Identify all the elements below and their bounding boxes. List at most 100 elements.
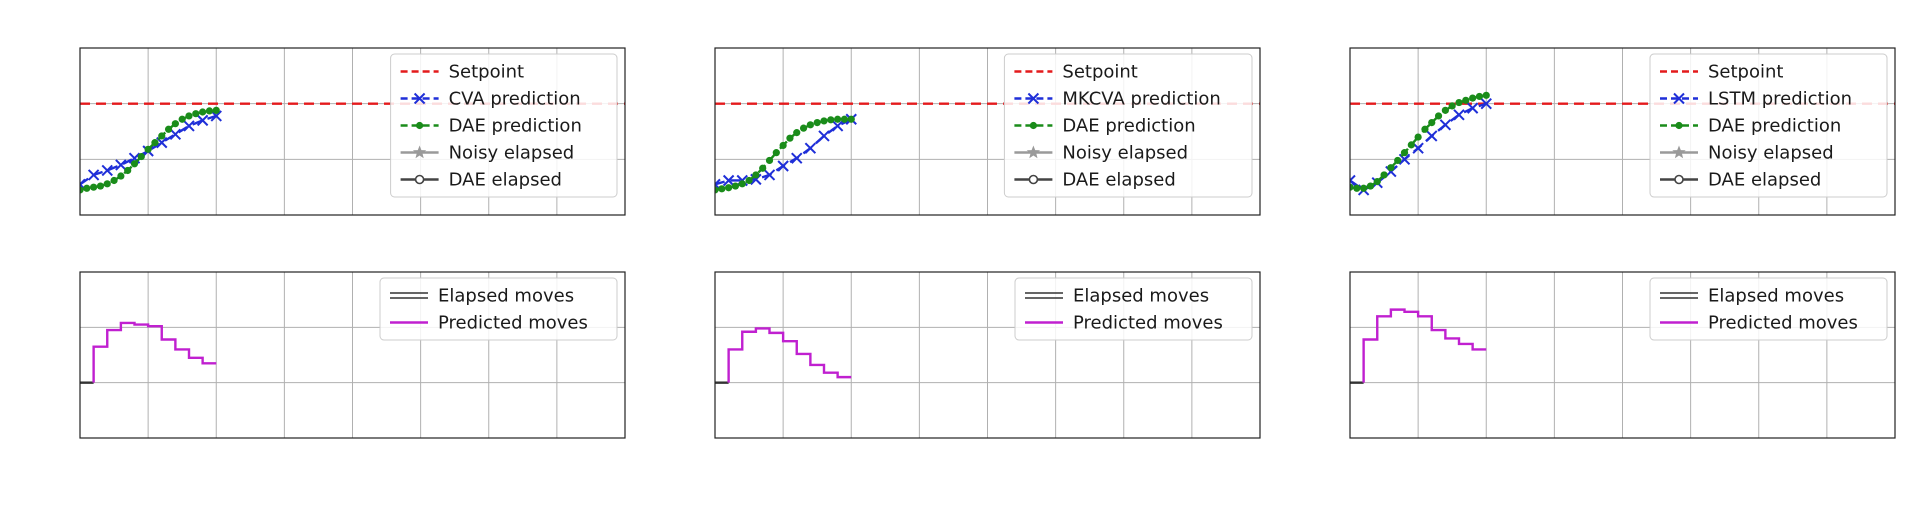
data-point: [1482, 91, 1490, 99]
data-point: [738, 180, 746, 188]
data-point: [1407, 141, 1415, 149]
legend-marker: [414, 174, 425, 185]
chart-panel-bottom-left: Elapsed moves Predicted moves: [79, 271, 626, 439]
legend: Elapsed moves Predicted moves: [1649, 277, 1888, 341]
chart-panel-bottom-right: Elapsed moves Predicted moves: [1349, 271, 1896, 439]
data-point: [725, 184, 733, 192]
chart-panel-top-middle: Setpoint MKCVA prediction DAE prediction No…: [714, 47, 1261, 216]
data-point: [183, 120, 195, 132]
legend-label: Predicted moves: [1708, 313, 1858, 334]
series-line-1: [80, 114, 217, 186]
data-point: [847, 115, 855, 123]
data-point: [96, 182, 105, 190]
legend-box: [1014, 277, 1253, 341]
data-point: [799, 124, 808, 132]
chart-panel-top-right: Setpoint LSTM prediction DAE prediction Noi…: [1349, 47, 1896, 216]
data-point: [212, 106, 220, 114]
legend-box: [1649, 277, 1888, 341]
legend-label: Elapsed moves: [1073, 286, 1209, 307]
data-point: [1466, 102, 1479, 114]
chart-panel-top-left: Setpoint CVA prediction DAE prediction Nois…: [79, 47, 626, 216]
chart-panel-bottom-middle: Elapsed moves Predicted moves: [714, 271, 1261, 439]
data-point: [715, 178, 721, 191]
data-point: [777, 160, 789, 172]
data-point: [171, 120, 179, 128]
data-point: [83, 184, 91, 192]
legend-marker: [1674, 174, 1684, 185]
data-point: [169, 128, 182, 140]
legend-label: DAE elapsed: [1062, 170, 1175, 191]
data-point: [831, 120, 844, 132]
legend-marker: [1673, 92, 1685, 105]
series-line-1: [1362, 308, 1487, 383]
data-point: [124, 166, 132, 175]
legend-label: Setpoint: [1708, 62, 1783, 83]
data-point: [763, 169, 776, 181]
legend-label: LSTM prediction: [1708, 89, 1852, 110]
legend-box: [1003, 53, 1253, 198]
legend-label: Elapsed moves: [438, 286, 574, 307]
data-point: [759, 164, 767, 172]
data-point: [1448, 102, 1456, 110]
data-point: [1426, 130, 1438, 142]
plot-frame: [1349, 47, 1896, 216]
data-point: [1353, 184, 1361, 192]
data-point: [813, 118, 821, 127]
legend-label: DAE prediction: [449, 116, 582, 137]
data-point: [786, 134, 794, 142]
legend-marker: [1026, 145, 1041, 159]
legend-label: DAE elapsed: [449, 170, 562, 191]
data-point: [791, 152, 803, 164]
legend-label: DAE elapsed: [1708, 170, 1821, 191]
legend-marker: [1027, 92, 1040, 105]
plot-frame: [714, 47, 1261, 216]
legend-box: [390, 53, 618, 198]
data-point: [1380, 171, 1388, 179]
data-point: [820, 117, 828, 125]
legend-label: MKCVA prediction: [1062, 89, 1220, 110]
data-point: [1453, 109, 1465, 121]
data-point: [1462, 96, 1470, 104]
series-group: [80, 321, 217, 384]
legend-marker: [1675, 121, 1683, 130]
data-point: [1469, 94, 1477, 102]
data-point: [1400, 149, 1409, 157]
legend-label: DAE prediction: [1708, 116, 1841, 137]
data-point: [745, 176, 753, 185]
data-point: [1441, 106, 1449, 114]
data-point: [151, 139, 159, 147]
data-point: [1350, 183, 1354, 191]
data-point: [1366, 182, 1375, 190]
legend-label: Noisy elapsed: [449, 143, 575, 164]
plot-frame: [714, 271, 1261, 439]
data-point: [192, 110, 200, 118]
data-point: [115, 159, 127, 171]
data-point: [137, 152, 145, 161]
series-group: [715, 327, 852, 384]
legend: Setpoint LSTM prediction DAE prediction Noi…: [1649, 53, 1888, 198]
legend-label: Elapsed moves: [1708, 286, 1844, 307]
data-point: [164, 125, 173, 133]
data-point: [205, 107, 214, 115]
data-point: [210, 110, 222, 122]
data-point: [1387, 164, 1395, 172]
series-group: [1350, 308, 1487, 384]
legend-label: Setpoint: [1062, 62, 1137, 83]
data-point: [827, 116, 835, 124]
data-point: [752, 171, 760, 179]
legend-marker: [412, 145, 427, 159]
plot-frame: [79, 271, 626, 439]
legend-label: Noisy elapsed: [1708, 143, 1834, 164]
legend-marker: [1672, 145, 1686, 159]
legend-label: Predicted moves: [438, 313, 588, 334]
data-point: [178, 115, 186, 123]
data-point: [772, 149, 780, 157]
legend-box: [1649, 53, 1888, 198]
data-point: [110, 176, 118, 185]
data-point: [101, 164, 113, 177]
data-point: [840, 115, 849, 123]
data-point: [1475, 92, 1484, 101]
data-point: [199, 108, 207, 116]
data-point: [130, 160, 139, 168]
data-point: [1439, 119, 1452, 131]
